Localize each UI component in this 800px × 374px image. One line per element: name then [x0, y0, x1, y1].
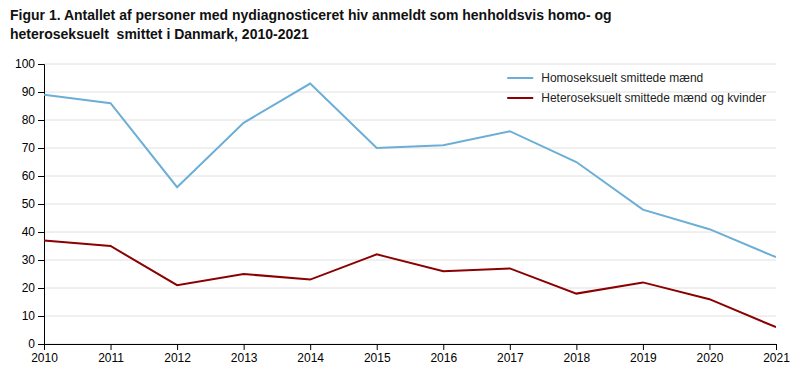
y-tick: 50: [22, 197, 44, 211]
x-tick-mark: [643, 344, 644, 350]
x-tick: 2016: [430, 344, 457, 365]
titles: Figur 1. Antallet af personer med nydiag…: [10, 7, 612, 42]
grid-line: [44, 148, 776, 149]
y-axis: 0 10 20 30 40 50 60 70 80 90 100: [15, 57, 45, 351]
y-tick: 100: [15, 57, 44, 71]
x-tick-label: 2018: [564, 351, 591, 365]
y-tick-mark: [38, 316, 44, 317]
x-axis-line: [45, 345, 777, 351]
x-tick-mark: [443, 344, 444, 350]
x-tick: 2017: [497, 344, 524, 365]
y-tick-label: 40: [22, 225, 36, 239]
y-tick-label: 60: [22, 169, 36, 183]
subtitle: heteroseksuelt smittet i Danmark, 2010-2…: [10, 26, 309, 42]
x-tick-mark: [709, 344, 710, 350]
x-tick-label: 2013: [231, 351, 258, 365]
y-tick-label: 20: [22, 281, 36, 295]
grid-line: [44, 64, 776, 65]
x-tick-mark: [510, 344, 511, 350]
y-tick-mark: [38, 260, 44, 261]
grid: [44, 64, 776, 344]
y-tick-label: 0: [28, 337, 35, 351]
legend-label: Heteroseksuelt smittede mænd og kvinder: [541, 91, 766, 105]
y-tick-label: 10: [22, 309, 36, 323]
y-tick: 30: [22, 253, 44, 267]
x-tick: 2018: [564, 344, 591, 365]
grid-line: [44, 232, 776, 233]
x-tick: 2020: [697, 344, 724, 365]
x-tick-label: 2017: [497, 351, 524, 365]
y-tick: 0: [28, 337, 44, 351]
x-tick-mark: [576, 344, 577, 350]
x-tick-label: 2020: [697, 351, 724, 365]
x-tick-label: 2010: [31, 351, 58, 365]
y-tick-mark: [38, 148, 44, 149]
x-tick: 2021: [763, 344, 790, 365]
x-tick: 2013: [231, 344, 258, 365]
x-tick-mark: [177, 344, 178, 350]
legend-item: Heteroseksuelt smittede mænd og kvinder: [507, 91, 766, 105]
legend-swatch: [507, 77, 533, 79]
y-tick-mark: [38, 176, 44, 177]
legend-label: Homoseksuelt smittede mænd: [541, 71, 703, 85]
title: Figur 1. Antallet af personer med nydiag…: [10, 7, 612, 23]
x-tick-label: 2019: [630, 351, 657, 365]
x-tick-label: 2021: [763, 351, 790, 365]
x-tick-label: 2016: [430, 351, 457, 365]
y-tick: 60: [22, 169, 44, 183]
y-tick: 70: [22, 141, 44, 155]
y-tick-label: 70: [22, 141, 36, 155]
x-tick-mark: [310, 344, 311, 350]
lines: [44, 84, 776, 328]
series-line: [44, 84, 776, 258]
x-tick: 2011: [98, 344, 124, 365]
y-tick: 40: [22, 225, 44, 239]
x-tick-mark: [111, 344, 112, 350]
y-tick-mark: [38, 120, 44, 121]
y-tick-mark: [38, 344, 44, 345]
y-tick-label: 100: [15, 57, 35, 71]
x-tick-mark: [776, 344, 777, 350]
x-tick-mark: [377, 344, 378, 350]
legend: Homoseksuelt smittede mænd Heteroseksuelt…: [507, 71, 766, 105]
x-tick: 2014: [297, 344, 324, 365]
y-axis-line: [38, 65, 45, 345]
y-tick-mark: [38, 288, 44, 289]
grid-line: [44, 120, 776, 121]
legend-swatch: [507, 97, 533, 99]
y-tick: 20: [22, 281, 44, 295]
y-tick-mark: [38, 232, 44, 233]
y-tick-mark: [38, 204, 44, 205]
x-tick-label: 2014: [297, 351, 324, 365]
x-tick-label: 2015: [364, 351, 391, 365]
grid-line: [44, 204, 776, 205]
x-tick: 2010: [31, 344, 58, 365]
y-tick-mark: [38, 64, 44, 65]
x-tick: 2015: [364, 344, 391, 365]
y-tick: 10: [22, 309, 44, 323]
y-tick-mark: [38, 92, 44, 93]
legend-item: Homoseksuelt smittede mænd: [507, 71, 703, 85]
grid-line: [44, 176, 776, 177]
x-tick: 2012: [164, 344, 191, 365]
y-tick-label: 90: [22, 85, 36, 99]
x-tick-mark: [244, 344, 245, 350]
grid-line: [44, 316, 776, 317]
y-tick: 90: [22, 85, 44, 99]
grid-line: [44, 260, 776, 261]
y-tick-label: 50: [22, 197, 36, 211]
x-axis: 2010 2011 2012 2013 2014 2015 2016 2017 2018 2019…: [31, 344, 790, 365]
x-tick: 2019: [630, 344, 657, 365]
x-tick-label: 2012: [164, 351, 191, 365]
y-tick: 80: [22, 113, 44, 127]
y-tick-label: 30: [22, 253, 36, 267]
y-tick-label: 80: [22, 113, 36, 127]
x-tick-label: 2011: [98, 351, 124, 365]
chart: Figur 1. Antallet af personer med nydiag…: [0, 0, 800, 374]
plot: 2010201120122013201420152016201720182019…: [15, 57, 790, 364]
series-line: [44, 240, 776, 327]
